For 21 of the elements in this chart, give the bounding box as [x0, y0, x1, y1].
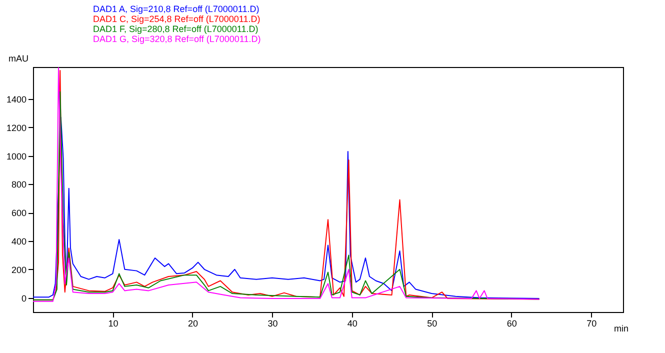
y-tick-label: 1200 [6, 122, 26, 133]
text: DAD1 A, Sig=210,8 Ref=off (L7000011.D) [93, 4, 260, 14]
y-tick-label: 0 [21, 293, 26, 304]
text: DAD1 G, Sig=320,8 Ref=off (L7000011.D) [93, 34, 261, 44]
y-tick-label: 1000 [6, 151, 26, 162]
y-tick-label: 800 [11, 180, 26, 190]
y-tick-label: 600 [11, 208, 26, 218]
x-tick-label: 40 [347, 318, 358, 328]
x-tick-label: 70 [586, 318, 597, 328]
text: DAD1 F, Sig=280,8 Ref=off (L7000011.D) [93, 24, 258, 34]
y-tick-label: 200 [11, 264, 26, 275]
x-tick-label: 10 [108, 318, 118, 328]
x-tick-label: 20 [188, 318, 198, 328]
x-tick-label: 30 [268, 318, 278, 328]
x-tick-label: 50 [427, 318, 438, 328]
y-axis-title: mAU [8, 54, 28, 64]
y-tick-label: 400 [11, 236, 26, 246]
y-tick-label: 1400 [6, 94, 26, 104]
text: DAD1 C, Sig=254,8 Ref=off (L7000011.D) [93, 14, 260, 24]
x-tick-label: 60 [506, 318, 517, 328]
x-axis-title: min [614, 324, 628, 334]
